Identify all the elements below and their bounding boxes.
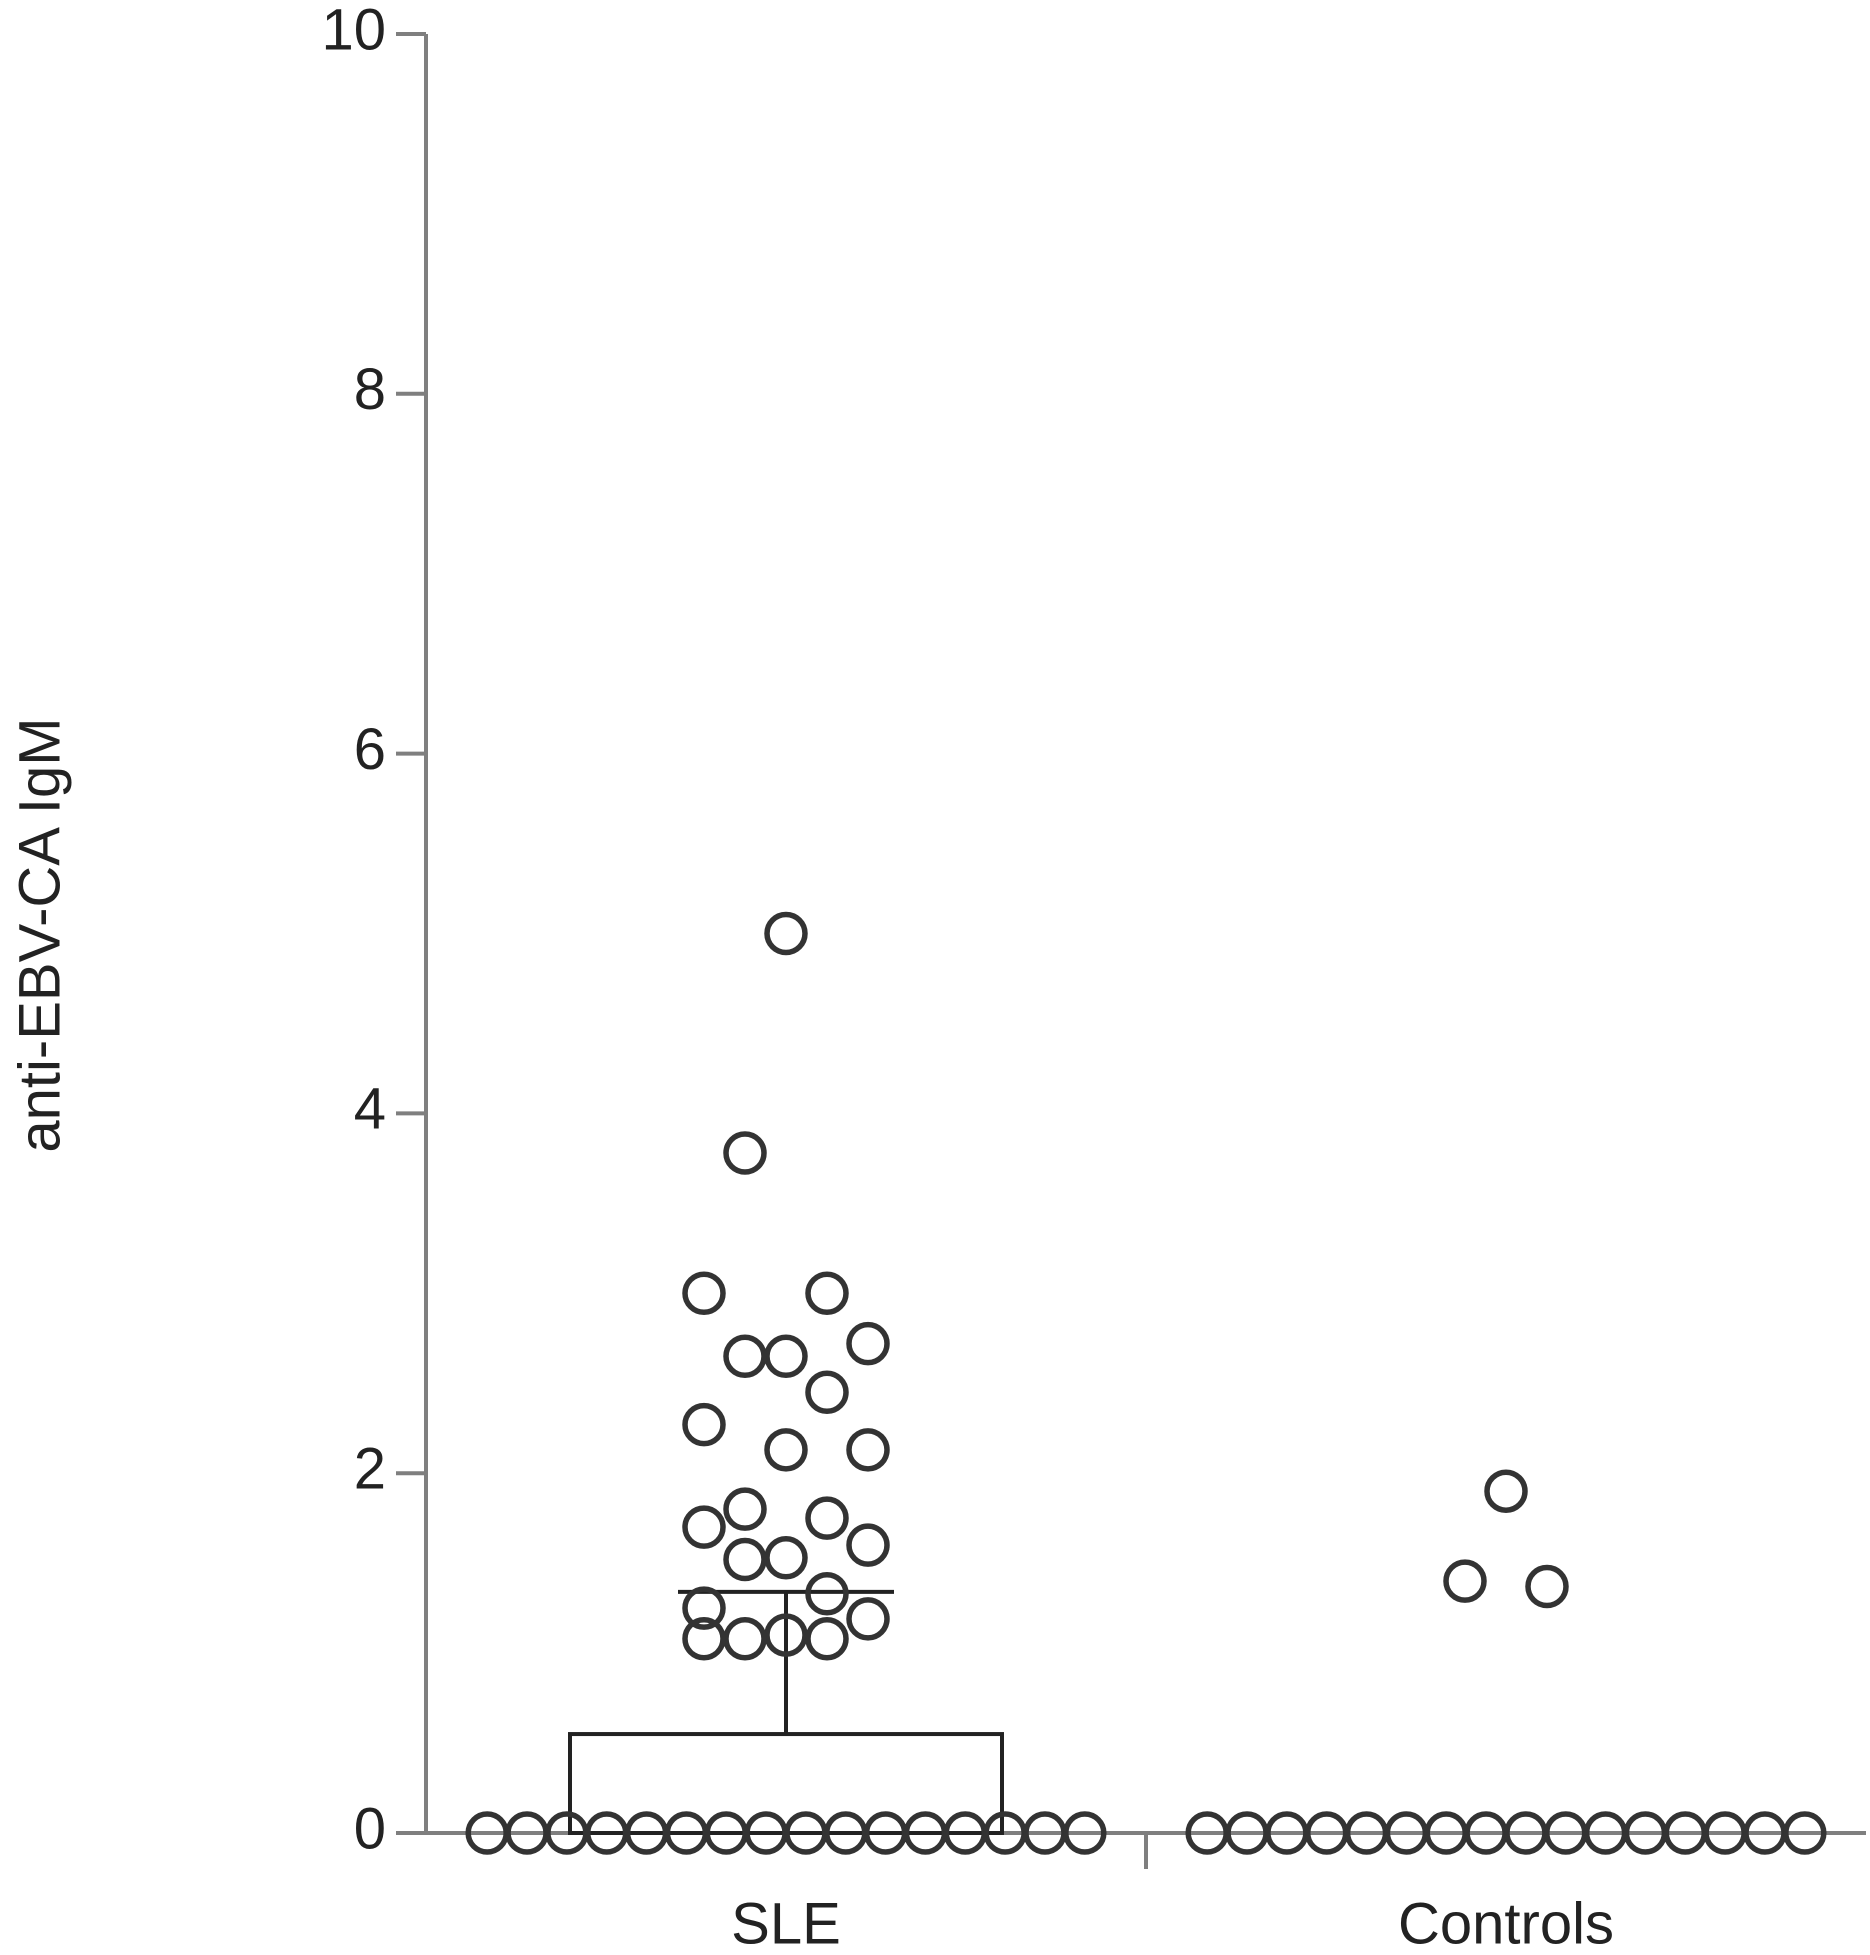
data-point [1063, 1811, 1107, 1855]
data-point [723, 1131, 767, 1175]
data-point [846, 1321, 890, 1366]
data-point [805, 1370, 849, 1414]
data-point [764, 1613, 808, 1657]
y-tick-label: 0 [354, 1796, 386, 1861]
data-point [1525, 1564, 1569, 1609]
data-point [723, 1616, 767, 1661]
y-tick-label: 2 [354, 1437, 386, 1502]
data-point [764, 1428, 808, 1472]
x-tick-label: SLE [731, 1891, 841, 1955]
data-point [1443, 1559, 1487, 1603]
data-point [846, 1597, 890, 1641]
y-axis-label: anti-EBV-CA IgM [7, 717, 72, 1152]
data-point [805, 1616, 849, 1661]
data-point [1484, 1469, 1528, 1513]
y-tick-label: 4 [354, 1077, 386, 1142]
data-point [682, 1616, 726, 1661]
data-point [723, 1334, 767, 1379]
x-tick-label: Controls [1398, 1891, 1614, 1955]
data-point [846, 1523, 890, 1567]
y-tick-label: 8 [354, 357, 386, 422]
data-point [682, 1402, 726, 1447]
data-point [764, 1536, 808, 1580]
data-point [723, 1487, 767, 1531]
data-point [682, 1586, 726, 1630]
data-point [1783, 1811, 1827, 1855]
y-tick-label: 6 [354, 717, 386, 782]
data-point [723, 1537, 767, 1582]
y-tick-label: 10 [321, 0, 386, 62]
data-point [764, 911, 808, 956]
data-point [846, 1428, 890, 1472]
data-point [764, 1334, 808, 1379]
data-point [682, 1505, 726, 1549]
data-point [805, 1571, 849, 1616]
data-point [805, 1271, 849, 1316]
data-point [805, 1496, 849, 1540]
data-point [682, 1271, 726, 1316]
